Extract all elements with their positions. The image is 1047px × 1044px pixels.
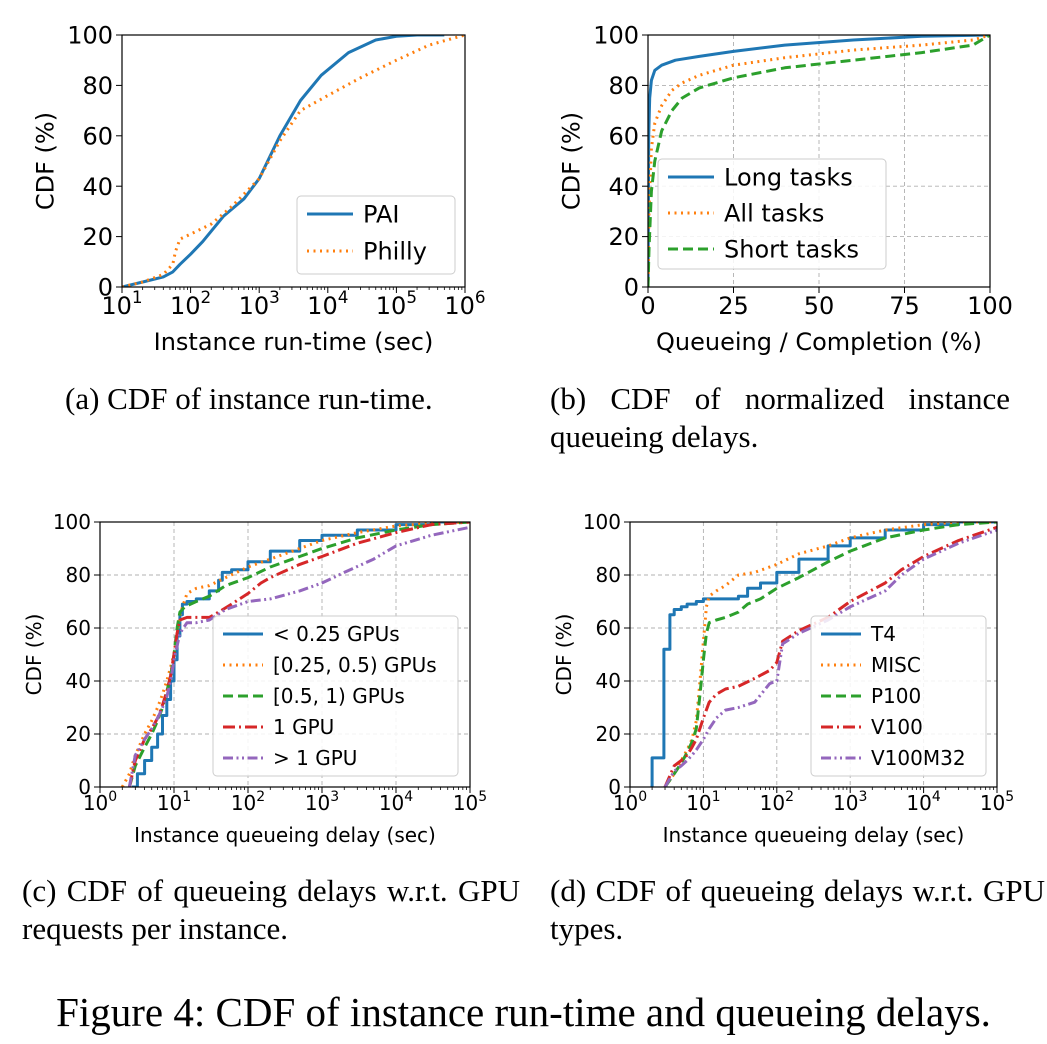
legend-label-1: Philly bbox=[363, 238, 427, 266]
x-tick-label: 105 bbox=[453, 789, 487, 815]
series-line-1 bbox=[122, 35, 465, 287]
plot-frame bbox=[121, 34, 466, 288]
x-axis-label: Instance run-time (sec) bbox=[154, 328, 434, 356]
y-tick-label: 20 bbox=[66, 722, 91, 746]
y-axis-label: CDF (%) bbox=[552, 614, 576, 696]
x-tick-label: 0 bbox=[640, 292, 655, 320]
x-tick-label: 25 bbox=[718, 292, 749, 320]
x-tick-label: 101 bbox=[157, 789, 191, 815]
y-tick-label: 0 bbox=[98, 274, 113, 302]
y-tick-label: 60 bbox=[608, 122, 639, 150]
y-tick-label: 40 bbox=[82, 173, 113, 201]
x-tick-label: 103 bbox=[305, 789, 339, 815]
caption-a: (a) CDF of instance run-time. bbox=[65, 381, 433, 416]
x-tick-label: 100 bbox=[613, 789, 647, 815]
plot-frame bbox=[99, 521, 471, 788]
legend-label-0: Long tasks bbox=[724, 164, 853, 192]
x-tick-label: 50 bbox=[804, 292, 835, 320]
legend-label-4: > 1 GPU bbox=[273, 746, 357, 770]
y-tick-label: 0 bbox=[78, 775, 91, 799]
series-line-2 bbox=[127, 522, 470, 787]
x-tick-label: 104 bbox=[307, 287, 348, 320]
legend-label-0: PAI bbox=[363, 201, 399, 229]
x-tick-label: 75 bbox=[889, 292, 920, 320]
legend-label-1: MISC bbox=[871, 653, 921, 677]
x-tick-label: 105 bbox=[980, 789, 1014, 815]
y-tick-label: 0 bbox=[624, 274, 639, 302]
x-tick-label: 100 bbox=[967, 292, 1013, 320]
x-tick-label: 102 bbox=[231, 789, 265, 815]
y-tick-label: 100 bbox=[593, 22, 639, 50]
series-line-0 bbox=[648, 35, 990, 287]
legend-label-3: 1 GPU bbox=[273, 715, 334, 739]
legend-label-0: < 0.25 GPUs bbox=[273, 622, 400, 646]
y-tick-label: 80 bbox=[596, 563, 621, 587]
chart-b-normalized-queueing-cdf: 0 25 50 75 100 0 20 40 60 80 100 Queueing / Complet… bbox=[558, 22, 1013, 356]
plot-frame bbox=[629, 521, 998, 788]
series-line-0 bbox=[131, 522, 470, 787]
series-line-0 bbox=[650, 522, 997, 787]
legend-label-0: T4 bbox=[870, 622, 896, 646]
series-line-3 bbox=[663, 525, 997, 787]
legend-label-1: [0.25, 0.5) GPUs bbox=[273, 653, 437, 677]
x-tick-label: 103 bbox=[239, 287, 280, 320]
y-tick-label: 40 bbox=[608, 173, 639, 201]
legend-label-1: All tasks bbox=[724, 200, 824, 228]
chart-d-queueing-by-gpu-type: 100 101 102 103 104 105 0 20 40 60 80 100 Instance q… bbox=[552, 510, 1014, 847]
x-axis-label: Instance queueing delay (sec) bbox=[134, 823, 436, 847]
series-line-1 bbox=[120, 522, 470, 787]
series-line-1 bbox=[663, 522, 997, 787]
x-tick-label: 101 bbox=[686, 789, 720, 815]
legend-label-4: V100M32 bbox=[871, 746, 966, 770]
x-tick-label: 102 bbox=[170, 287, 211, 320]
legend-label-3: V100 bbox=[871, 715, 923, 739]
legend: T4 MISC P100 V100 V100M32 bbox=[810, 615, 987, 777]
x-axis-label: Instance queueing delay (sec) bbox=[663, 823, 965, 847]
y-tick-label: 100 bbox=[583, 510, 621, 534]
legend: PAI Philly bbox=[296, 195, 456, 275]
y-tick-label: 20 bbox=[596, 722, 621, 746]
y-tick-label: 60 bbox=[66, 616, 91, 640]
x-tick-label: 104 bbox=[379, 789, 413, 815]
y-tick-label: 20 bbox=[608, 223, 639, 251]
legend-label-2: P100 bbox=[871, 684, 921, 708]
y-tick-label: 80 bbox=[82, 72, 113, 100]
y-tick-label: 80 bbox=[608, 72, 639, 100]
y-tick-label: 40 bbox=[596, 669, 621, 693]
y-tick-label: 80 bbox=[66, 563, 91, 587]
x-axis-label: Queueing / Completion (%) bbox=[656, 328, 982, 356]
y-axis-label: CDF (%) bbox=[22, 614, 46, 696]
y-axis-label: CDF (%) bbox=[558, 112, 586, 210]
caption-c: (c) CDF of queueing delays w.r.t. GPU re… bbox=[22, 873, 520, 946]
y-tick-label: 20 bbox=[82, 223, 113, 251]
figure-caption: Figure 4: CDF of instance run-time and q… bbox=[56, 989, 991, 1035]
legend-label-2: Short tasks bbox=[724, 236, 859, 264]
series-line-2 bbox=[663, 522, 997, 787]
y-tick-label: 60 bbox=[82, 122, 113, 150]
x-tick-label: 101 bbox=[101, 287, 142, 320]
chart-c-queueing-by-gpu-request: 100 101 102 103 104 105 0 20 40 60 80 100 Instance q… bbox=[22, 510, 487, 847]
chart-a-runtime-cdf: 101 102 103 104 105 106 0 20 40 60 80 100 Instance r… bbox=[32, 22, 486, 356]
legend: < 0.25 GPUs [0.25, 0.5) GPUs [0.5, 1) GPUs… bbox=[212, 615, 459, 777]
y-tick-label: 40 bbox=[66, 669, 91, 693]
legend-label-2: [0.5, 1) GPUs bbox=[273, 684, 405, 708]
x-tick-label: 103 bbox=[833, 789, 867, 815]
caption-b: (b) CDF of normalized instance queueing … bbox=[550, 381, 1010, 454]
x-tick-label: 105 bbox=[376, 287, 417, 320]
caption-d: (d) CDF of queueing delays w.r.t. GPU ty… bbox=[550, 873, 1045, 946]
legend: Long tasks All tasks Short tasks bbox=[657, 158, 887, 270]
x-tick-label: 104 bbox=[906, 789, 940, 815]
y-tick-label: 100 bbox=[53, 510, 91, 534]
y-tick-label: 100 bbox=[67, 22, 113, 50]
y-axis-label: CDF (%) bbox=[32, 112, 60, 210]
y-tick-label: 0 bbox=[608, 775, 621, 799]
x-tick-label: 106 bbox=[444, 287, 485, 320]
series-line-4 bbox=[127, 525, 470, 787]
y-tick-label: 60 bbox=[596, 616, 621, 640]
series-line-4 bbox=[663, 528, 997, 787]
series-line-0 bbox=[122, 35, 445, 287]
x-tick-label: 102 bbox=[760, 789, 794, 815]
x-tick-label: 100 bbox=[83, 789, 117, 815]
